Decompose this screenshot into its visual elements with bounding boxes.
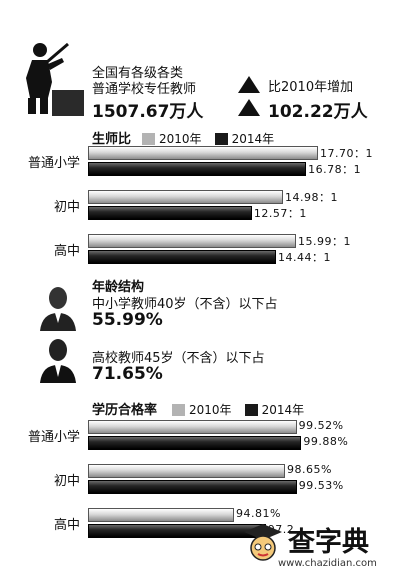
increase-value: 102.22万人 [268, 102, 368, 122]
male-teacher-avatar-icon [38, 337, 78, 387]
watermark-url: www.chazidian.com [278, 558, 377, 569]
teacher-student-ratio-chart: 普通小学 17.70：1 16.78：1 初中 14.98：1 12.57：1 高中 15.9… [0, 140, 400, 270]
category-label: 普通小学 [27, 430, 80, 445]
qualification-rate-chart: 普通小学 99.52% 99.88% 初中 98.65% 99.53% 高中 94.81% 97… [0, 410, 400, 550]
bar-value-label: 14.44：1 [278, 251, 331, 264]
age-title: 年龄结构 [92, 280, 145, 295]
compare-label: 比2010年增加 [268, 80, 354, 95]
bar-value-label: 99.88% [303, 435, 349, 448]
header-total: 1507.67万人 [92, 102, 204, 122]
bar-value-label: 99.53% [298, 479, 344, 492]
legend-swatch-2014 [244, 404, 258, 416]
legend-swatch-2010 [172, 404, 185, 416]
bar-2014 [88, 480, 297, 494]
bar-2010 [88, 190, 283, 204]
category-label: 初中 [53, 474, 80, 489]
bar-2010 [88, 464, 286, 478]
legend-swatch-2010 [142, 133, 155, 145]
teacher-podium-icon [18, 38, 90, 118]
bar-2014 [88, 206, 252, 220]
bar-2014 [88, 436, 302, 450]
bar-value-label: 12.57：1 [253, 207, 307, 220]
up-triangle-icon [238, 99, 260, 120]
bar-value-label: 16.78：1 [308, 163, 362, 176]
legend-label-2014: 2014年 [231, 132, 275, 146]
age-item1-value: 55.99% [92, 310, 163, 330]
bar-2010 [88, 508, 234, 522]
chazidian-watermark: 查字典 www.chazidian.com [240, 518, 400, 575]
bar-value-label: 17.70：1 [320, 147, 373, 160]
age-item2-value: 71.65% [92, 364, 163, 384]
bar-value-label: 98.65% [287, 463, 332, 476]
graduate-mascot-icon [244, 524, 282, 561]
bar-value-label: 94.81% [235, 507, 281, 520]
bar-2010 [88, 420, 297, 434]
chart1-title: 生师比 [92, 132, 132, 147]
bar-2010 [88, 146, 318, 160]
bar-value-label: 15.99：1 [297, 235, 351, 248]
category-label: 初中 [53, 200, 80, 215]
chart2-legend: 2010年 2014年 [172, 399, 312, 418]
legend-label-2010: 2010年 [189, 403, 232, 417]
category-label: 高中 [53, 518, 80, 533]
male-teacher-avatar-icon [38, 285, 78, 335]
up-triangle-icon [238, 76, 260, 97]
legend-label-2010: 2010年 [159, 132, 202, 146]
bar-2010 [88, 234, 296, 248]
watermark-brand: 查字典 [288, 527, 369, 558]
category-label: 高中 [53, 244, 80, 259]
chart2-title: 学历合格率 [92, 403, 158, 418]
bar-value-label: 14.98：1 [284, 191, 338, 204]
bar-2014 [88, 162, 307, 176]
legend-label-2014: 2014年 [261, 403, 305, 417]
category-label: 普通小学 [27, 156, 80, 171]
age-item1-text: 中小学教师40岁（不含）以下占 [92, 297, 278, 312]
bar-value-label: 99.52% [298, 419, 344, 432]
legend-swatch-2014 [214, 133, 228, 145]
header-line2: 普通学校专任教师 [92, 82, 197, 97]
age-item2-text: 高校教师45岁（不含）以下占 [92, 351, 265, 366]
chart1-legend: 2010年 2014年 [142, 128, 282, 147]
bar-2014 [88, 250, 276, 264]
header-line1: 全国有各级各类 [92, 66, 184, 81]
